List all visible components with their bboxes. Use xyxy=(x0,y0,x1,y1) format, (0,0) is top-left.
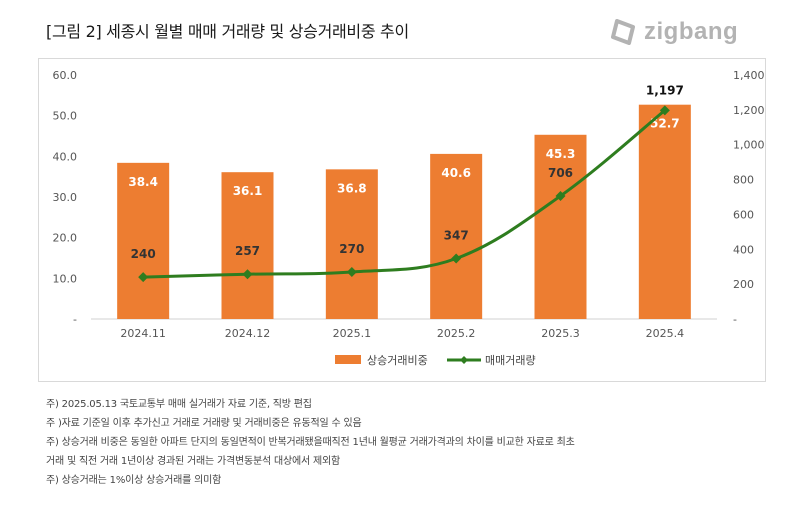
bar-2025.3 xyxy=(534,134,587,319)
legend-line-label: 매매거래량 xyxy=(485,354,536,367)
left-axis-tick: 30.0 xyxy=(53,191,78,204)
bar-2024.11 xyxy=(117,162,170,319)
logo-text: zigbang xyxy=(644,18,739,45)
right-axis-tick: 600 xyxy=(733,208,754,221)
bar-value-label: 52.7 xyxy=(650,117,680,131)
line-value-label: 347 xyxy=(444,229,469,243)
chart-container: - 10.0 20.0 30.0 40.0 50.0 60.0 - 200 400 600 800 1,… xyxy=(38,58,766,382)
line-point-marker xyxy=(138,272,149,283)
bar-2024.12 xyxy=(221,172,274,319)
line-point-marker xyxy=(242,269,253,280)
right-axis-tick: 200 xyxy=(733,278,754,291)
bar-value-label: 38.4 xyxy=(128,175,158,189)
combo-chart: - 10.0 20.0 30.0 40.0 50.0 60.0 - 200 400 600 800 1,… xyxy=(53,69,765,367)
x-axis-tick: 2024.11 xyxy=(120,327,166,340)
line-value-label: 706 xyxy=(548,166,573,180)
right-axis-tick: 1,000 xyxy=(733,139,765,152)
legend-bar-label: 상승거래비중 xyxy=(367,354,428,367)
line-series-path xyxy=(143,109,666,279)
line-point-marker xyxy=(555,190,566,201)
line-value-label: 240 xyxy=(131,247,156,261)
bar-value-label: 45.3 xyxy=(546,147,576,161)
bar-value-label: 36.8 xyxy=(337,181,367,195)
x-axis-tick: 2024.12 xyxy=(225,327,271,340)
left-axis-tick: 40.0 xyxy=(53,150,78,163)
bar-value-label: 40.6 xyxy=(441,166,471,180)
footnote-5: 주) 상승거래는 1%이상 상승거래를 의미함 xyxy=(46,475,222,486)
bar-2025.1 xyxy=(325,169,378,319)
left-axis-tick: - xyxy=(73,313,77,326)
left-axis-tick: 20.0 xyxy=(53,232,78,245)
chart-title: [그림 2] 세종시 월별 매매 거래량 및 상승거래비중 추이 xyxy=(46,22,409,41)
line-value-label: 1,197 xyxy=(646,83,684,97)
legend-line-marker xyxy=(460,356,468,364)
line-point-marker xyxy=(451,253,462,264)
line-value-label: 270 xyxy=(339,242,364,256)
footnote-2: 주 )자료 기준일 이후 추가신고 거래로 거래량 및 거래비중은 유동적일 수… xyxy=(46,418,362,429)
left-axis-tick: 60.0 xyxy=(53,69,78,82)
bar-value-label: 36.1 xyxy=(233,184,263,198)
line-value-label: 257 xyxy=(235,244,260,258)
zigbang-logo: zigbang xyxy=(608,18,738,46)
footnote-1: 주) 2025.05.13 국토교통부 매매 실거래가 자료 기준, 직방 편집 xyxy=(46,399,312,410)
footnote-4: 거래 및 직전 거래 1년이상 경과된 거래는 가격변동분석 대상에서 제외함 xyxy=(46,456,340,467)
x-axis-tick: 2025.4 xyxy=(646,327,685,340)
right-axis-tick: 400 xyxy=(733,243,754,256)
bar-2025.2 xyxy=(430,153,483,319)
line-point-marker xyxy=(346,266,357,277)
line-point-marker xyxy=(659,105,670,116)
legend-bar-swatch xyxy=(335,355,361,364)
right-axis-tick: 1,400 xyxy=(733,69,765,82)
zigbang-logo-icon xyxy=(611,19,635,45)
right-axis-tick: 1,200 xyxy=(733,104,765,117)
x-axis-tick: 2025.1 xyxy=(333,327,372,340)
footnotes: 주) 2025.05.13 국토교통부 매매 실거래가 자료 기준, 직방 편집… xyxy=(46,395,575,490)
left-axis-tick: 10.0 xyxy=(53,272,78,285)
left-axis-tick: 50.0 xyxy=(53,110,78,123)
x-axis-tick: 2025.2 xyxy=(437,327,476,340)
bar-2025.4 xyxy=(638,104,691,319)
footnote-3: 주) 상승거래 비중은 동일한 아파트 단지의 동일면적이 반복거래됐을때직전 … xyxy=(46,437,575,448)
right-axis-tick: - xyxy=(733,313,737,326)
x-axis-tick: 2025.3 xyxy=(541,327,580,340)
right-axis-tick: 800 xyxy=(733,174,754,187)
